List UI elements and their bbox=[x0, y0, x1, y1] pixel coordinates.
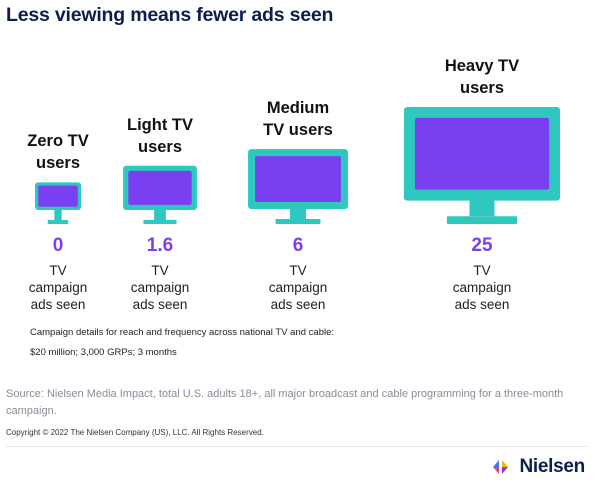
group-label-line: Light TV bbox=[127, 115, 193, 134]
tv-icon-2 bbox=[248, 149, 348, 224]
tv-stand-neck bbox=[290, 208, 306, 220]
unit-label-line: ads seen bbox=[454, 297, 510, 312]
unit-label-line: ads seen bbox=[132, 297, 188, 312]
nielsen-logo-text: Nielsen bbox=[519, 456, 586, 477]
value-label-3: 25 bbox=[471, 235, 493, 256]
unit-label-line: campaign bbox=[452, 280, 512, 295]
group-label-line: users bbox=[137, 137, 183, 156]
source-note: Source: Nielsen Media Impact, total U.S.… bbox=[6, 388, 564, 417]
unit-label-1: TV campaign ads seen bbox=[110, 262, 210, 313]
unit-label-line: campaign bbox=[268, 280, 328, 295]
tv-icon-1 bbox=[123, 165, 197, 224]
group-label-line: TV users bbox=[263, 121, 333, 140]
unit-label-line: TV bbox=[49, 263, 67, 278]
group-label-2: Medium TV users bbox=[228, 97, 368, 141]
group-label-line: Zero TV bbox=[27, 132, 89, 151]
value-label-2: 6 bbox=[292, 235, 304, 256]
tv-screen bbox=[128, 170, 192, 205]
tv-screen bbox=[38, 185, 78, 207]
tv-stand-neck bbox=[54, 209, 62, 220]
group-label-1: Light TV users bbox=[90, 114, 230, 158]
tv-screen bbox=[414, 117, 550, 190]
unit-label-3: TV campaign ads seen bbox=[432, 262, 532, 313]
campaign-details-line-1: Campaign details for reach and frequency… bbox=[30, 327, 335, 338]
unit-label-2: TV campaign ads seen bbox=[248, 262, 348, 313]
unit-label-line: TV bbox=[289, 263, 307, 278]
tv-icon-3 bbox=[404, 107, 560, 224]
unit-label-line: TV bbox=[473, 263, 491, 278]
group-label-line: users bbox=[35, 154, 81, 173]
tv-icon-0 bbox=[35, 182, 81, 224]
unit-label-line: TV bbox=[151, 263, 169, 278]
value-label-1: 1.6 bbox=[146, 235, 174, 256]
group-label-line: Heavy TV bbox=[444, 57, 520, 75]
group-label-3: Heavy TV users bbox=[412, 55, 552, 99]
tv-stand-base bbox=[275, 219, 321, 224]
tv-screen bbox=[255, 156, 341, 203]
tv-stand-neck bbox=[154, 209, 166, 220]
unit-label-line: campaign bbox=[28, 280, 88, 295]
campaign-details-line-2: $20 million; 3,000 GRPs; 3 months bbox=[30, 347, 177, 358]
group-label-0: Zero TV users bbox=[0, 130, 128, 174]
tv-icons-svg bbox=[35, 107, 560, 224]
chart-title: Less viewing means fewer ads seen bbox=[6, 4, 334, 26]
group-label-line: users bbox=[459, 79, 505, 97]
unit-label-line: campaign bbox=[130, 280, 190, 295]
campaign-details: Campaign details for reach and frequency… bbox=[30, 323, 334, 363]
tv-stand-base bbox=[143, 220, 177, 224]
tv-stand-neck bbox=[469, 199, 495, 217]
footer-divider bbox=[6, 446, 587, 447]
tv-stand-base bbox=[47, 220, 69, 224]
nielsen-logo-icon bbox=[492, 460, 508, 474]
unit-label-line: ads seen bbox=[30, 297, 86, 312]
unit-label-line: ads seen bbox=[270, 297, 326, 312]
group-label-line: Medium bbox=[266, 99, 330, 118]
unit-label-0: TV campaign ads seen bbox=[8, 262, 108, 313]
copyright-note: Copyright © 2022 The Nielsen Company (US… bbox=[6, 428, 264, 437]
tv-usage-chart: Zero TV users 0 TV campaign ads seen Light TV u… bbox=[0, 55, 560, 313]
tv-stand-base bbox=[446, 216, 518, 224]
nielsen-logo: Nielsen bbox=[490, 456, 586, 478]
value-label-0: 0 bbox=[52, 235, 64, 256]
